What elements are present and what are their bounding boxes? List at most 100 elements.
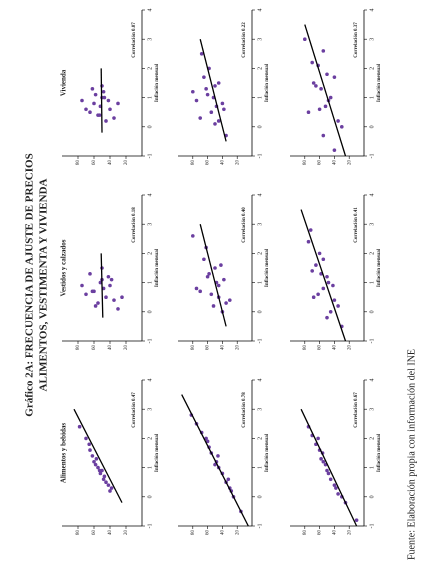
annotation: Correlación 0.41: [354, 207, 359, 243]
point: [219, 263, 223, 267]
fit-line: [300, 209, 347, 342]
point: [198, 116, 202, 120]
x-tick-label: -1: [369, 524, 375, 529]
point: [209, 292, 214, 297]
point: [332, 483, 337, 487]
page-title: Gráfico 2A: FRECUENCIA DE AJUSTE DE PREC…: [24, 153, 36, 416]
x-tick-label: 3: [369, 223, 375, 226]
point: [109, 486, 114, 490]
fit-line: [73, 408, 123, 503]
point: [319, 87, 323, 91]
y-tick-label: 40: [333, 345, 338, 351]
y-tick-label: 40: [221, 530, 226, 536]
point: [328, 477, 333, 482]
x-axis-label: Inflación mensual: [155, 248, 160, 287]
point: [205, 274, 210, 279]
y-tick-label: 40: [333, 160, 338, 166]
fit-line: [100, 68, 103, 133]
y-tick-label: 60: [206, 530, 211, 536]
point: [191, 234, 195, 238]
point: [226, 477, 231, 482]
point: [336, 304, 340, 308]
x-tick-label: 0: [257, 495, 263, 498]
point: [317, 251, 322, 256]
y-tick-label: 20: [347, 530, 352, 536]
point: [191, 89, 195, 94]
point: [213, 462, 217, 467]
x-tick-label: 1: [369, 466, 375, 469]
x-axis-label: Inflación mensual: [155, 433, 160, 472]
x-tick-label: 4: [257, 379, 263, 382]
point: [96, 465, 100, 470]
point: [216, 119, 221, 123]
point: [106, 98, 111, 103]
annotation: Correlación 0.18: [132, 207, 137, 243]
point: [328, 95, 333, 100]
point: [88, 448, 92, 452]
fit-line: [199, 39, 227, 142]
y-tick-label: 40: [108, 530, 113, 536]
x-tick-label: 0: [147, 125, 153, 128]
point: [321, 459, 326, 464]
point: [108, 489, 112, 493]
point: [328, 309, 333, 314]
point: [87, 442, 91, 447]
point: [354, 518, 359, 522]
x-tick-label: 1: [147, 466, 153, 469]
y-tick-label: 80: [303, 345, 308, 351]
x-tick-label: 3: [147, 408, 153, 411]
point: [325, 274, 329, 279]
x-tick-label: 4: [369, 379, 375, 382]
point: [314, 84, 318, 88]
point: [106, 274, 111, 279]
x-tick-label: 4: [147, 9, 153, 12]
point: [106, 483, 111, 487]
point: [323, 104, 328, 109]
point: [104, 119, 108, 123]
y-tick-label: 80: [303, 160, 308, 166]
point: [311, 81, 316, 85]
point: [308, 228, 313, 232]
point: [311, 295, 316, 299]
x-tick-label: 0: [147, 310, 153, 313]
y-tick-label: 20: [124, 160, 129, 166]
x-tick-label: 1: [147, 96, 153, 99]
point: [332, 75, 337, 79]
point: [116, 307, 120, 311]
x-tick-label: 0: [147, 495, 153, 498]
point: [198, 289, 202, 294]
point: [194, 98, 199, 103]
point: [326, 471, 331, 476]
point: [204, 436, 208, 441]
point: [112, 298, 116, 302]
point: [228, 298, 232, 302]
point: [194, 286, 199, 291]
x-tick-label: 0: [369, 125, 375, 128]
point: [101, 89, 106, 94]
point: [310, 60, 315, 65]
panel-title: Alimentos y bebidas: [60, 423, 68, 484]
x-axis-label: Inflación mensual: [377, 433, 382, 472]
x-tick-label: 2: [369, 67, 375, 70]
fit-line: [100, 253, 104, 318]
y-tick-label: 80: [76, 345, 81, 351]
x-tick-label: 3: [369, 408, 375, 411]
x-tick-label: 2: [147, 67, 153, 70]
annotation: Correlación 0.07: [132, 22, 137, 58]
x-tick-label: 1: [257, 466, 263, 469]
point: [211, 304, 216, 308]
point: [93, 462, 98, 467]
point: [84, 292, 88, 297]
point: [314, 263, 318, 267]
x-tick-label: 3: [257, 408, 263, 411]
x-tick-label: 1: [147, 281, 153, 284]
x-tick-label: 3: [257, 38, 263, 41]
point: [216, 81, 221, 85]
y-tick-label: 20: [347, 160, 352, 166]
point: [204, 87, 208, 91]
x-tick-label: 1: [257, 96, 263, 99]
x-tick-label: -1: [257, 154, 263, 159]
y-tick-label: 60: [206, 160, 211, 166]
point: [325, 468, 329, 473]
point: [104, 480, 108, 484]
